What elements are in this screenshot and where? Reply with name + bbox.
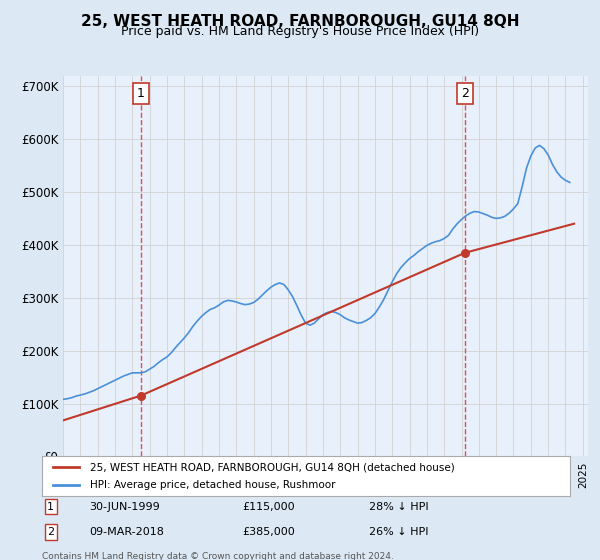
Text: Contains HM Land Registry data © Crown copyright and database right 2024.
This d: Contains HM Land Registry data © Crown c… [42, 552, 394, 560]
Text: HPI: Average price, detached house, Rushmoor: HPI: Average price, detached house, Rush… [89, 479, 335, 489]
Point [460, 248, 470, 257]
Text: 2: 2 [461, 87, 469, 100]
Text: 25, WEST HEATH ROAD, FARNBOROUGH, GU14 8QH: 25, WEST HEATH ROAD, FARNBOROUGH, GU14 8… [81, 14, 519, 29]
Text: 28% ↓ HPI: 28% ↓ HPI [370, 502, 429, 512]
Text: Price paid vs. HM Land Registry's House Price Index (HPI): Price paid vs. HM Land Registry's House … [121, 25, 479, 38]
Text: 1: 1 [47, 502, 54, 512]
Text: 1: 1 [137, 87, 145, 100]
Text: 2: 2 [47, 527, 55, 537]
Text: 26% ↓ HPI: 26% ↓ HPI [370, 527, 429, 537]
Text: £385,000: £385,000 [242, 527, 295, 537]
Text: £115,000: £115,000 [242, 502, 295, 512]
Point [136, 391, 146, 400]
Text: 25, WEST HEATH ROAD, FARNBOROUGH, GU14 8QH (detached house): 25, WEST HEATH ROAD, FARNBOROUGH, GU14 8… [89, 463, 454, 473]
Text: 30-JUN-1999: 30-JUN-1999 [89, 502, 160, 512]
Text: 09-MAR-2018: 09-MAR-2018 [89, 527, 164, 537]
